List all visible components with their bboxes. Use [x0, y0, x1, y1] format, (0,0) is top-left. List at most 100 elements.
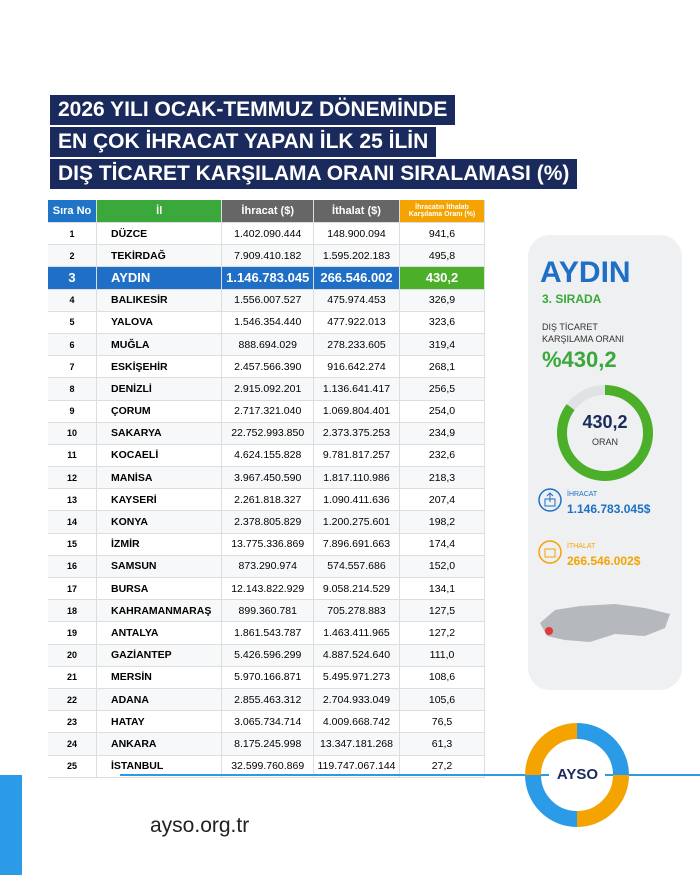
ratio-cell: 218,3	[399, 466, 485, 490]
city-cell: DÜZCE	[96, 222, 223, 246]
table-row: 12 MANİSA 3.967.450.590 1.817.110.986 218,3	[48, 466, 485, 490]
ratio-cell: 323,6	[399, 311, 485, 334]
donut	[557, 385, 653, 481]
rank-cell: 19	[48, 621, 97, 645]
rank-cell: 15	[48, 533, 97, 556]
export-cell: 32.599.760.869	[221, 755, 314, 778]
rank-cell: 9	[48, 400, 97, 423]
header-row: Sıra No İl İhracat ($) İthalat ($) İhracatın…	[48, 200, 485, 223]
ratio-cell: 430,2	[399, 266, 485, 290]
turkey-map	[540, 604, 670, 642]
export-cell: 2.378.805.829	[221, 510, 314, 534]
panel-rank: 3. SIRADA	[542, 292, 602, 306]
import-cell: 119.747.067.144	[313, 755, 401, 778]
export-cell: 3.065.734.714	[221, 710, 314, 734]
rank-cell: 7	[48, 355, 97, 379]
city-cell: ESKİŞEHİR	[96, 355, 223, 379]
rank-cell: 22	[48, 688, 97, 712]
import-cell: 9.058.214.529	[313, 577, 401, 601]
rank-cell: 8	[48, 377, 97, 401]
table-row: 13 KAYSERİ 2.261.818.327 1.090.411.636 207,4	[48, 488, 485, 512]
table-row: 14 KONYA 2.378.805.829 1.200.275.601 198,2	[48, 510, 485, 534]
ratio-cell: 76,5	[399, 710, 485, 734]
city-cell: ANTALYA	[96, 621, 223, 645]
rank-cell: 5	[48, 311, 97, 334]
title-line: EN ÇOK İHRACAT YAPAN İLK 25 İLİN	[50, 127, 437, 157]
export-cell: 3.967.450.590	[221, 466, 314, 490]
city-cell: ÇORUM	[96, 400, 223, 423]
export-cell: 4.624.155.828	[221, 444, 314, 468]
title-line: 2026 YILI OCAK-TEMMUZ DÖNEMİNDE	[50, 95, 456, 125]
ratio-cell: 232,6	[399, 444, 485, 468]
rank-cell: 6	[48, 333, 97, 357]
panel-ratio-label: KARŞILAMA ORANI	[542, 334, 625, 344]
city-cell: İZMİR	[96, 533, 223, 556]
import-cell: 7.896.691.663	[313, 533, 401, 556]
import-cell: 475.974.453	[313, 289, 401, 312]
export-cell: 899.360.781	[221, 599, 314, 623]
footer-url[interactable]: ayso.org.tr	[150, 814, 250, 837]
export-cell: 2.717.321.040	[221, 400, 314, 423]
export-cell: 5.426.596.299	[221, 644, 314, 667]
export-cell: 1.402.090.444	[221, 222, 314, 246]
table-row: 18 KAHRAMANMARAŞ 899.360.781 705.278.883 127…	[48, 599, 485, 623]
export-label: İHRACAT	[567, 491, 598, 498]
export-cell: 1.556.007.527	[221, 289, 314, 312]
table-row: 15 İZMİR 13.775.336.869 7.896.691.663 174,4	[48, 533, 485, 556]
ratio-cell: 326,9	[399, 289, 485, 312]
import-cell: 4.887.524.640	[313, 644, 401, 667]
city-cell: KAYSERİ	[96, 488, 223, 512]
table-row: 3 AYDIN 1.146.783.045 266.546.002 430,2	[48, 266, 485, 290]
import-cell: 13.347.181.268	[313, 732, 401, 756]
logo-gear	[525, 723, 629, 827]
rank-cell: 20	[48, 644, 97, 667]
ratio-cell: 108,6	[399, 666, 485, 689]
import-cell: 266.546.002	[313, 266, 401, 290]
import-cell: 916.642.274	[313, 355, 401, 379]
logo-text: AYSO	[556, 766, 599, 783]
column-header: İhracatın İthalatı Karşılama Oranı (%)	[399, 200, 485, 223]
import-value: 266.546.002$	[567, 554, 641, 568]
export-cell: 888.694.029	[221, 333, 314, 357]
panel-ratio: %430,2	[542, 347, 617, 372]
city-cell: KONYA	[96, 510, 223, 534]
table-row: 7 ESKİŞEHİR 2.457.566.390 916.642.274 268,1	[48, 355, 485, 379]
table-row: 24 ANKARA 8.175.245.998 13.347.181.268 61,3	[48, 732, 485, 756]
rank-cell: 1	[48, 222, 97, 246]
city-cell: BALIKESİR	[96, 289, 223, 312]
export-icon	[538, 488, 562, 512]
table-row: 10 SAKARYA 22.752.993.850 2.373.375.253 234,…	[48, 422, 485, 445]
export-cell: 1.861.543.787	[221, 621, 314, 645]
import-label: İTHALAT	[567, 543, 596, 550]
export-cell: 8.175.245.998	[221, 732, 314, 756]
city-cell: HATAY	[96, 710, 223, 734]
column-header: İhracat ($)	[221, 200, 314, 223]
ratio-cell: 152,0	[399, 555, 485, 579]
export-cell: 5.970.166.871	[221, 666, 314, 689]
table-row: 11 KOCAELİ 4.624.155.828 9.781.817.257 232,6	[48, 444, 485, 468]
city-cell: YALOVA	[96, 311, 223, 334]
import-cell: 1.817.110.986	[313, 466, 401, 490]
rank-cell: 4	[48, 289, 97, 312]
ratio-cell: 256,5	[399, 377, 485, 401]
rank-cell: 23	[48, 710, 97, 734]
city-cell: DENİZLİ	[96, 377, 223, 401]
export-cell: 1.146.783.045	[221, 266, 314, 290]
side-bar	[0, 775, 22, 875]
export-value: 1.146.783.045$	[567, 502, 651, 516]
ratio-cell: 234,9	[399, 422, 485, 445]
city-cell: MERSİN	[96, 666, 223, 689]
city-cell: AYDIN	[96, 266, 223, 290]
table-row: 2 TEKİRDAĞ 7.909.410.182 1.595.202.183 495,8	[48, 244, 485, 268]
rank-cell: 16	[48, 555, 97, 579]
export-cell: 2.261.818.327	[221, 488, 314, 512]
title-line: DIŞ TİCARET KARŞILAMA ORANI SIRALAMASI (…	[50, 159, 578, 189]
table-row: 23 HATAY 3.065.734.714 4.009.668.742 76,5	[48, 710, 485, 734]
import-cell: 705.278.883	[313, 599, 401, 623]
export-cell: 22.752.993.850	[221, 422, 314, 445]
city-cell: KOCAELİ	[96, 444, 223, 468]
rank-cell: 13	[48, 488, 97, 512]
table-row: 19 ANTALYA 1.861.543.787 1.463.411.965 127,2	[48, 621, 485, 645]
export-cell: 2.457.566.390	[221, 355, 314, 379]
